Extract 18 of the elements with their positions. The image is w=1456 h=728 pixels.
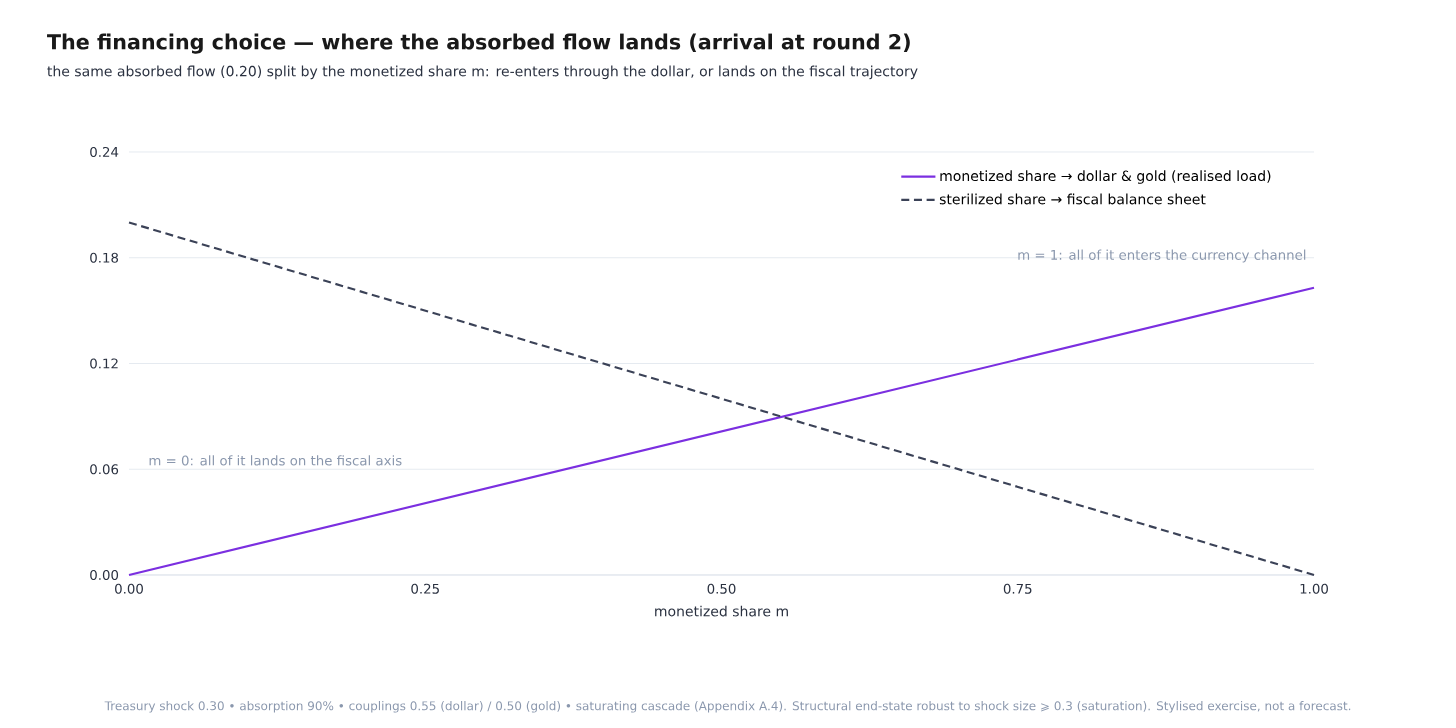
y-tick-label: 0.06 xyxy=(90,464,119,475)
legend-label: monetized share → dollar & gold (realised load) xyxy=(940,170,1271,184)
x-tick-label: 0.50 xyxy=(707,583,736,594)
chart-subtitle: the same absorbed flow (0.20) split by the monetized share m: re-enters through the dollar, or lands on the fiscal trajectory xyxy=(47,65,918,80)
x-tick-label: 0.75 xyxy=(1003,583,1032,594)
annotation: m = 0: all of it lands on the fiscal axis xyxy=(149,455,402,466)
y-tick-label: 0.00 xyxy=(90,569,119,581)
annotation: m = 1: all of it enters the currency channel xyxy=(1018,249,1306,263)
y-tick-label: 0.12 xyxy=(90,358,118,369)
text: Treasury shock 0.30 • absorption 90% • couplings 0.55 (dollar) / 0.50 (gold) • saturating cascade (Appendix A.4). Structural end-state robust to shock size ⩾ 0.3 (saturation). Stylised exercise, not a forecast. xyxy=(104,701,1351,713)
legend-label: sterilized share → fiscal balance sheet xyxy=(939,193,1206,205)
x-tick-label: 0.00 xyxy=(115,583,143,594)
x-axis-title: monetized share m xyxy=(655,605,788,617)
x-tick-label: 0.25 xyxy=(411,583,439,594)
chart-title: The financing choice — where the absorbed flow lands (arrival at round 2) xyxy=(47,33,910,54)
x-tick-label: 1.00 xyxy=(1300,583,1328,594)
y-tick-label: 0.18 xyxy=(90,252,119,263)
y-tick-label: 0.24 xyxy=(90,146,119,158)
